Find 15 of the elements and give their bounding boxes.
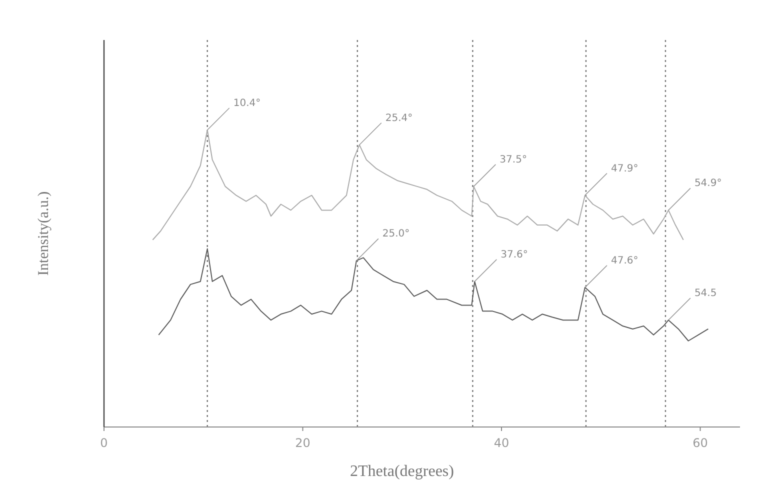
annotation: 37.6° — [500, 249, 528, 260]
annotation: 37.5° — [500, 154, 527, 166]
x-axis-title: 2Theta(degrees) — [350, 463, 454, 480]
x-tick-label: 20 — [295, 436, 310, 450]
y-axis-title: Intensity(a.u.) — [36, 191, 52, 276]
annotation: 25.0° — [382, 228, 410, 240]
x-tick-label: 40 — [494, 436, 510, 450]
annotation: 54.5 — [694, 288, 717, 300]
annotation: 47.9° — [610, 163, 638, 174]
annotation: 54.9° — [694, 178, 722, 190]
x-tick-label: 0 — [100, 436, 108, 450]
annotation: 10.4° — [233, 98, 261, 109]
annotation: 25.4° — [385, 112, 413, 124]
x-tick-label: 60 — [692, 436, 708, 450]
annotation: 47.6° — [610, 255, 638, 266]
